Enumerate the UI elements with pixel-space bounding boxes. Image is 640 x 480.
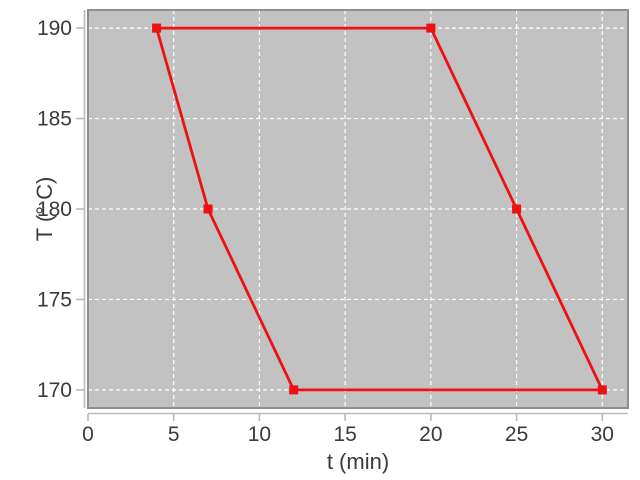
y-tick-label: 175 [37,288,72,311]
data-point-marker [426,23,436,33]
x-tick-label: 30 [591,423,614,446]
x-tick-label: 10 [248,423,271,446]
x-tick-label: 0 [82,423,94,446]
x-tick-label: 20 [419,423,442,446]
data-point-marker [289,385,299,395]
data-point-marker [152,23,162,33]
data-point-marker [203,204,213,214]
x-axis-label: t (min) [327,449,389,474]
data-point-marker [512,204,522,214]
x-tick-label: 25 [505,423,528,446]
y-tick-label: 170 [37,379,72,402]
y-tick-label: 190 [37,17,72,40]
y-tick-label: 180 [37,198,72,221]
x-tick-label: 15 [333,423,356,446]
x-tick-label: 5 [168,423,180,446]
y-axis-label: T (° C) [32,177,57,242]
chart-canvas: 170 175 180 185 190 0 5 10 15 20 25 30 [37,9,629,446]
plot-border [87,9,629,409]
y-tick-label: 185 [37,108,72,131]
data-point-marker [597,385,607,395]
